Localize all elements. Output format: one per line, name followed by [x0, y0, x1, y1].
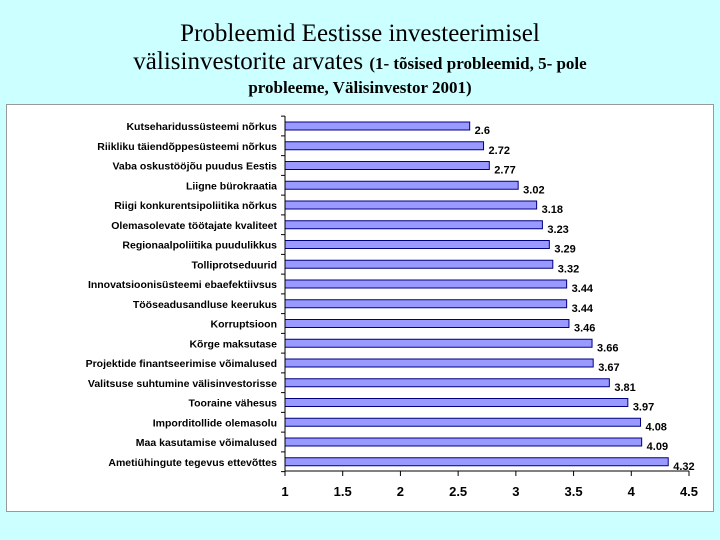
category-label: Tooraine vähesus: [188, 398, 277, 410]
category-label: Kutseharidussüsteemi nõrkus: [126, 121, 277, 133]
title-line-2-main: välisinvestorite arvates: [133, 48, 364, 75]
x-tick-label: 4: [628, 484, 636, 499]
category-label: Riikliku täiendõppesüsteemi nõrkus: [97, 141, 277, 153]
category-label: Tööseadusandluse keerukus: [133, 299, 277, 311]
bar: [284, 180, 519, 190]
category-label: Regionaalpoliitika puudulikkus: [122, 240, 277, 252]
category-label: Imporditollide olemasolu: [153, 417, 277, 429]
x-tick-label: 2: [397, 484, 404, 499]
bar: [284, 259, 554, 269]
bar: [284, 220, 543, 230]
category-label: Tolliprotseduurid: [191, 259, 277, 271]
category-label: Innovatsioonisüsteemi ebaefektiivsus: [88, 279, 277, 291]
bar: [284, 200, 538, 210]
bar: [284, 457, 669, 467]
bar: [284, 398, 629, 407]
category-label: Valitsuse suhtumine välisinvestorisse: [88, 378, 277, 390]
value-label: 3.97: [633, 402, 654, 414]
value-label: 3.46: [574, 323, 595, 335]
title-line-2: välisinvestorite arvates (1- tõsised pro…: [0, 48, 720, 78]
x-tick-label: 4.5: [680, 484, 698, 499]
value-label: 3.67: [598, 362, 619, 374]
x-tick-label: 3: [512, 484, 519, 499]
category-label: Projektide finantseerimise võimalused: [86, 358, 277, 370]
category-label: Korruptsioon: [211, 319, 278, 331]
value-label: 2.6: [475, 125, 490, 137]
bar: [284, 299, 568, 309]
bar: [284, 141, 485, 151]
bar: [284, 161, 490, 170]
bar: [284, 378, 610, 388]
value-label: 3.81: [614, 382, 635, 394]
bar: [284, 279, 568, 289]
bar: [284, 240, 550, 249]
x-tick-label: 2.5: [449, 484, 467, 499]
value-label: 3.44: [572, 283, 594, 295]
category-label: Olemasolevate töötajate kvaliteet: [111, 220, 277, 232]
category-label: Kõrge maksutase: [189, 338, 277, 350]
category-label: Vaba oskustööjõu puudus Eestis: [112, 161, 277, 173]
value-label: 3.44: [572, 303, 594, 315]
value-label: 4.09: [647, 441, 668, 453]
value-label: 2.72: [489, 145, 510, 157]
bar: [284, 417, 642, 427]
value-label: 3.18: [542, 204, 563, 216]
value-label: 3.66: [597, 342, 618, 354]
category-label: Riigi konkurentsipoliitika nõrkus: [114, 200, 277, 212]
bar: [284, 358, 594, 368]
chart-title: Probleemid Eestisse investeerimisel väli…: [0, 20, 720, 98]
value-label: 4.08: [646, 421, 667, 433]
value-label: 3.02: [523, 184, 544, 196]
category-label: Liigne bürokraatia: [186, 180, 277, 192]
bar: [284, 319, 570, 328]
value-label: 3.32: [558, 263, 579, 275]
value-label: 2.77: [494, 165, 515, 177]
x-tick-label: 3.5: [565, 484, 583, 499]
value-label: 3.29: [554, 244, 575, 256]
category-label: Ametiühingute tegevus ettevõttes: [108, 457, 277, 469]
title-line-3: probleeme, Välisinvestor 2001): [248, 78, 472, 97]
category-label: Maa kasutamise võimalused: [136, 437, 277, 449]
value-label: 4.32: [673, 461, 694, 473]
bar: [284, 338, 593, 348]
x-tick-label: 1: [281, 484, 288, 499]
bar: [284, 437, 643, 447]
bar: [284, 121, 471, 131]
title-line-1: Probleemid Eestisse investeerimisel: [180, 20, 540, 47]
x-tick-label: 1.5: [334, 484, 352, 499]
value-label: 3.23: [547, 224, 568, 236]
title-line-2-note: (1- tõsised probleemid, 5- pole: [369, 54, 587, 73]
